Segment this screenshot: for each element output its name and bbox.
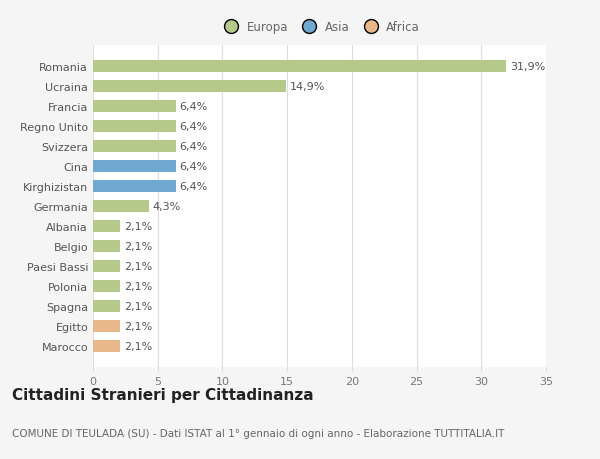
- Text: 6,4%: 6,4%: [180, 182, 208, 191]
- Text: Cittadini Stranieri per Cittadinanza: Cittadini Stranieri per Cittadinanza: [12, 387, 314, 403]
- Bar: [93, 61, 506, 73]
- Text: 2,1%: 2,1%: [124, 222, 152, 231]
- Text: 6,4%: 6,4%: [180, 162, 208, 172]
- Bar: [93, 140, 176, 153]
- Bar: [93, 180, 176, 193]
- Bar: [93, 160, 176, 173]
- Text: 6,4%: 6,4%: [180, 142, 208, 151]
- Text: 4,3%: 4,3%: [152, 202, 181, 212]
- Bar: [93, 340, 120, 353]
- Text: 2,1%: 2,1%: [124, 321, 152, 331]
- Bar: [93, 280, 120, 293]
- Bar: [93, 300, 120, 313]
- Text: 6,4%: 6,4%: [180, 122, 208, 132]
- Bar: [93, 101, 176, 113]
- Text: 2,1%: 2,1%: [124, 302, 152, 312]
- Text: COMUNE DI TEULADA (SU) - Dati ISTAT al 1° gennaio di ogni anno - Elaborazione TU: COMUNE DI TEULADA (SU) - Dati ISTAT al 1…: [12, 428, 505, 438]
- Bar: [93, 320, 120, 333]
- Text: 6,4%: 6,4%: [180, 101, 208, 112]
- Bar: [93, 260, 120, 273]
- Text: 2,1%: 2,1%: [124, 262, 152, 271]
- Text: 31,9%: 31,9%: [510, 62, 545, 72]
- Text: 2,1%: 2,1%: [124, 341, 152, 352]
- Bar: [93, 120, 176, 133]
- Text: 14,9%: 14,9%: [290, 82, 325, 92]
- Text: 2,1%: 2,1%: [124, 241, 152, 252]
- Bar: [93, 80, 286, 93]
- Legend: Europa, Asia, Africa: Europa, Asia, Africa: [215, 17, 424, 39]
- Bar: [93, 241, 120, 253]
- Bar: [93, 220, 120, 233]
- Text: 2,1%: 2,1%: [124, 281, 152, 291]
- Bar: [93, 201, 149, 213]
